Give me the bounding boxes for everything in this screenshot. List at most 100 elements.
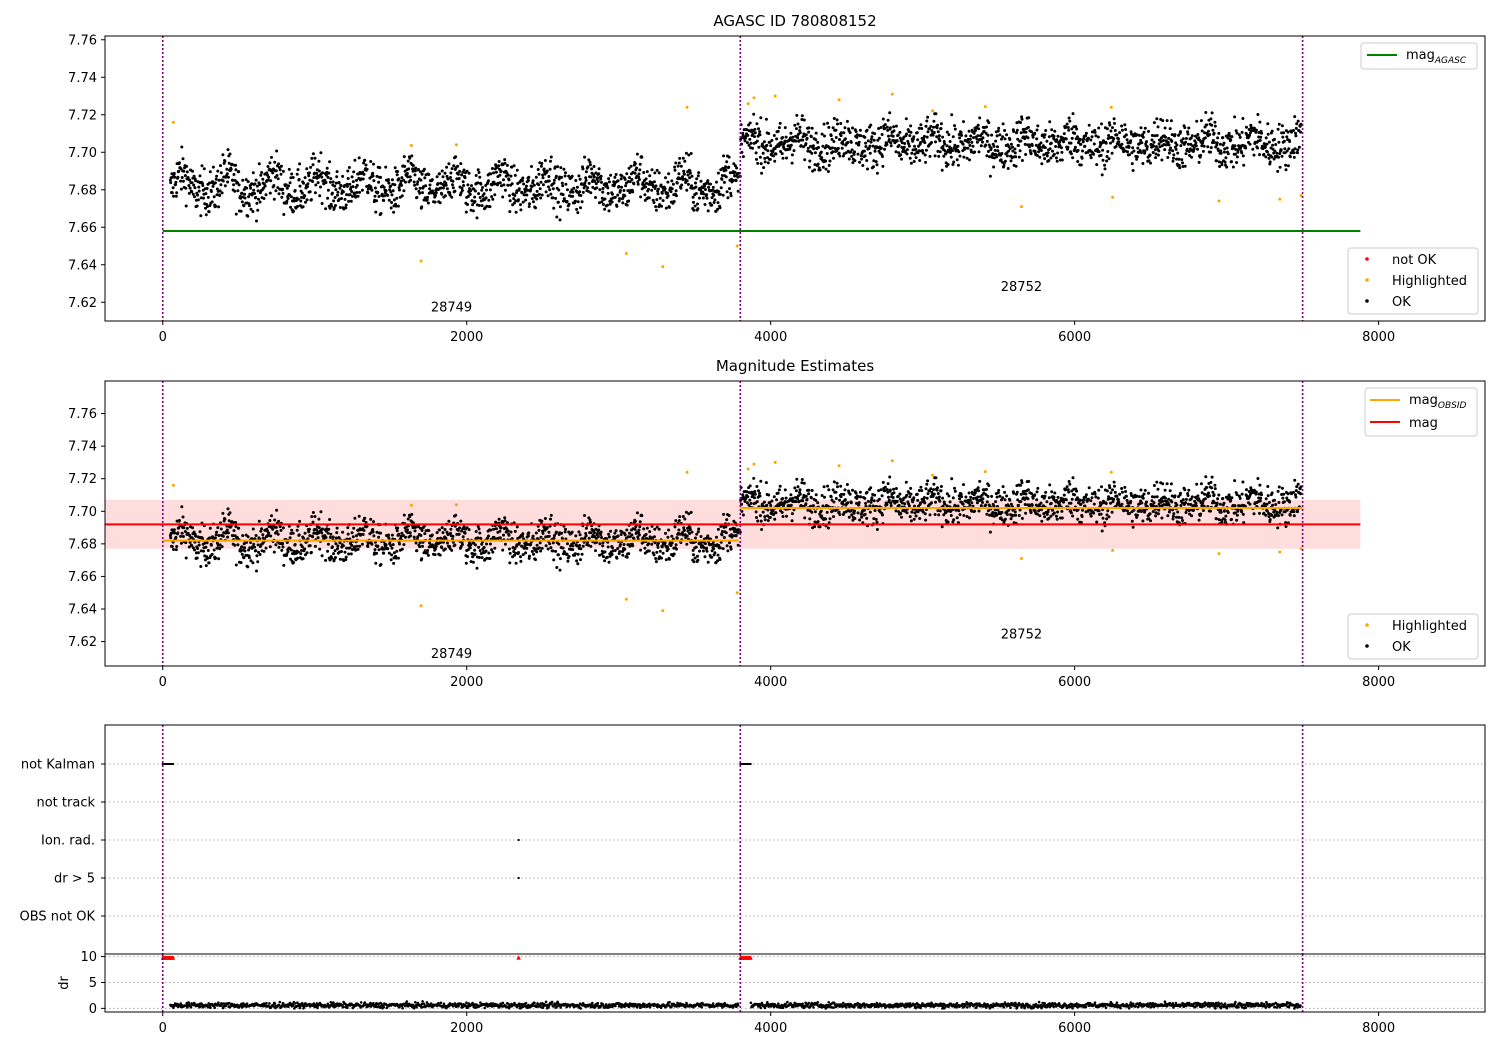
point-ok xyxy=(235,213,238,216)
point-ok xyxy=(529,188,532,191)
point-ok xyxy=(876,172,879,175)
point-ok xyxy=(214,205,217,208)
point-ok xyxy=(527,531,530,534)
point-ok xyxy=(677,529,680,532)
point-ok xyxy=(964,496,967,499)
point-ok xyxy=(242,556,245,559)
point-ok xyxy=(400,176,403,179)
point-ok xyxy=(777,492,780,495)
point-ok xyxy=(193,175,196,178)
point-ok xyxy=(576,211,579,214)
point-ok xyxy=(657,546,660,549)
point-ok xyxy=(400,184,403,187)
point-ok xyxy=(1066,146,1069,149)
point-ok xyxy=(839,122,842,125)
point-ok xyxy=(461,543,464,546)
point-ok xyxy=(1204,111,1207,114)
point-ok xyxy=(585,170,588,173)
point-ok xyxy=(392,562,395,565)
point-ok xyxy=(1187,127,1190,130)
point-ok xyxy=(331,545,334,548)
point-ok xyxy=(1017,144,1020,147)
point-ok xyxy=(1210,124,1213,127)
point-ok xyxy=(358,191,361,194)
point-ok xyxy=(870,135,873,138)
point-ok xyxy=(908,495,911,498)
point-ok xyxy=(660,205,663,208)
point-ok xyxy=(326,167,329,170)
point-ok xyxy=(691,531,694,534)
point-ok xyxy=(1287,131,1290,134)
point-ok xyxy=(525,547,528,550)
point-ok xyxy=(782,157,785,160)
point-ok xyxy=(910,519,913,522)
point-ok xyxy=(842,493,845,496)
point-ok xyxy=(859,491,862,494)
point-ok xyxy=(638,173,641,176)
point-ok xyxy=(1281,136,1284,139)
point-ok xyxy=(842,131,845,134)
point-ok xyxy=(889,489,892,492)
point-ok xyxy=(724,169,727,172)
point-ok xyxy=(939,509,942,512)
point-ok xyxy=(977,127,980,130)
point-ok xyxy=(197,186,200,189)
point-ok xyxy=(866,168,869,171)
point-ok xyxy=(421,545,424,548)
point-ok xyxy=(528,202,531,205)
point-ok xyxy=(536,190,539,193)
point-ok xyxy=(727,166,730,169)
point-ok xyxy=(844,137,847,140)
point-ok xyxy=(960,495,963,498)
point-ok xyxy=(517,198,520,201)
point-ok xyxy=(336,194,339,197)
point-ok xyxy=(909,487,912,490)
point-ok xyxy=(934,513,937,516)
point-ok xyxy=(1204,136,1207,139)
point-ok xyxy=(398,543,401,546)
point-ok xyxy=(325,536,328,539)
point-ok xyxy=(298,178,301,181)
point-ok xyxy=(532,200,535,203)
point-ok xyxy=(339,206,342,209)
point-ok xyxy=(476,567,479,570)
point-ok xyxy=(232,183,235,186)
point-ok xyxy=(318,526,321,529)
point-ok xyxy=(838,155,841,158)
point-ok xyxy=(575,559,578,562)
point-ok xyxy=(468,528,471,531)
point-ok xyxy=(719,558,722,561)
point-ok xyxy=(1229,138,1232,141)
point-ok xyxy=(929,487,932,490)
point-ok xyxy=(546,170,549,173)
point-ok xyxy=(1015,165,1018,168)
point-ok xyxy=(611,201,614,204)
point-ok xyxy=(916,499,919,502)
point-ok xyxy=(614,549,617,552)
point-ok xyxy=(660,184,663,187)
point-ok xyxy=(209,527,212,530)
point-ok xyxy=(810,152,813,155)
point-ok xyxy=(310,198,313,201)
point-ok xyxy=(222,180,225,183)
point-ok xyxy=(767,132,770,135)
point-ok xyxy=(648,196,651,199)
point-ok xyxy=(626,556,629,559)
point-ok xyxy=(638,168,641,171)
point-ok xyxy=(196,194,199,197)
point-ok xyxy=(875,160,878,163)
point-ok xyxy=(543,168,546,171)
point-ok xyxy=(454,155,457,158)
point-ok xyxy=(1264,155,1267,158)
point-ok xyxy=(532,179,535,182)
point-ok xyxy=(1071,156,1074,159)
point-ok xyxy=(970,141,973,144)
point-ok xyxy=(661,192,664,195)
point-ok xyxy=(251,561,254,564)
point-ok xyxy=(696,555,699,558)
point-ok xyxy=(305,167,308,170)
point-ok xyxy=(925,125,928,128)
point-ok xyxy=(546,526,549,529)
point-ok xyxy=(780,141,783,144)
point-ok xyxy=(717,201,720,204)
